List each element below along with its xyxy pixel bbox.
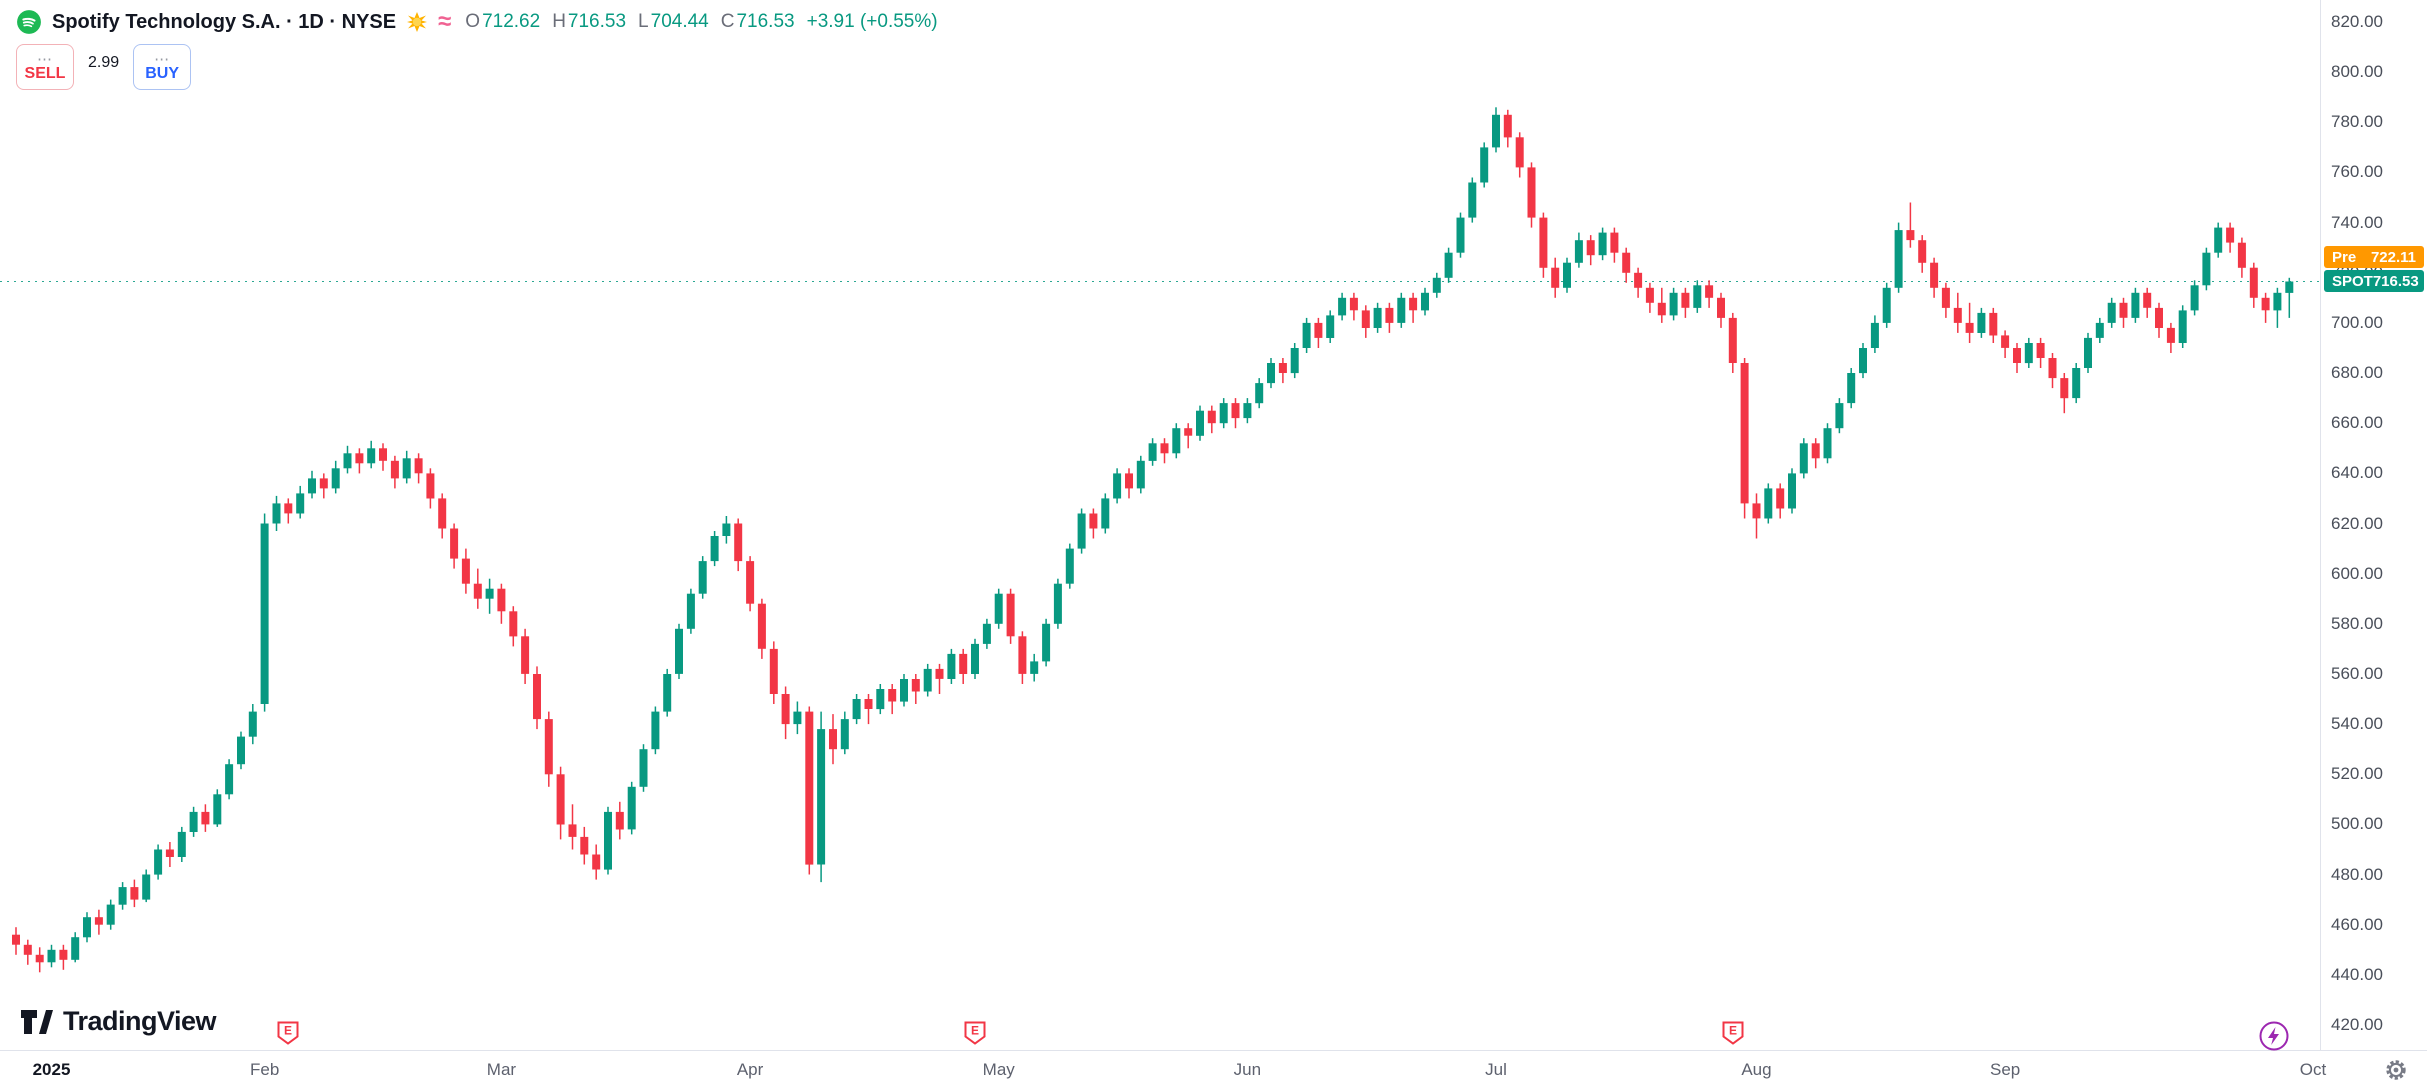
earnings-icon[interactable]: E: [963, 1020, 987, 1046]
sell-button[interactable]: ⋯ SELL: [16, 44, 74, 90]
premarket-price-label: Pre 722.11: [2324, 246, 2424, 269]
spot-tag-value: 716.53: [2372, 272, 2419, 290]
tradingview-logo[interactable]: TradingView: [20, 1006, 217, 1037]
time-axis-label: 2025: [32, 1060, 71, 1079]
price-tick-label: 560.00: [2331, 663, 2383, 683]
earnings-icon[interactable]: E: [1721, 1020, 1745, 1046]
price-tick-label: 780.00: [2331, 112, 2383, 132]
price-tick-label: 620.00: [2331, 513, 2383, 533]
time-axis-label: May: [982, 1060, 1015, 1079]
price-tick-label: 580.00: [2331, 613, 2383, 633]
time-axis-label: Oct: [2299, 1060, 2327, 1079]
ohlc-readout: O 712.62 H 716.53 L 704.44 C 716.53 +3.91 (+…: [465, 11, 937, 33]
ohlc-high-value: 716.53: [567, 11, 627, 32]
price-tick-label: 820.00: [2331, 12, 2383, 31]
ohlc-open-value: 712.62: [482, 11, 541, 32]
trade-panel: ⋯ SELL 2.99 ⋯ BUY: [16, 44, 192, 90]
pre-tag-text: Pre: [2332, 248, 2357, 266]
price-tick-label: 500.00: [2331, 814, 2383, 834]
price-tick-label: 600.00: [2331, 563, 2383, 583]
price-tick-label: 680.00: [2331, 363, 2383, 383]
price-tick-label: 640.00: [2331, 463, 2383, 483]
candlestick-chart[interactable]: [0, 0, 2320, 1050]
last-price-label: SPOT 716.53: [2324, 270, 2424, 293]
time-axis-label: Aug: [1741, 1060, 1772, 1079]
ohlc-close-label: C: [720, 11, 735, 32]
time-axis-label: Apr: [736, 1060, 764, 1079]
pre-tag-value: 722.11: [2370, 248, 2416, 266]
tradingview-mark-icon: [21, 1009, 53, 1034]
svg-text:E: E: [284, 1024, 292, 1038]
ohlc-low-label: L: [638, 11, 649, 32]
spotify-logo-icon: [16, 10, 42, 34]
earnings-icon[interactable]: E: [276, 1020, 300, 1046]
buy-menu-icon[interactable]: ⋯: [154, 50, 171, 68]
price-tick-label: 740.00: [2331, 212, 2383, 232]
settings-gear-icon[interactable]: [2384, 1058, 2408, 1087]
sell-button-label: SELL: [24, 64, 66, 82]
flash-event-icon[interactable]: [2258, 1020, 2290, 1057]
price-tick-label: 520.00: [2331, 764, 2383, 784]
price-tick-label: 700.00: [2331, 312, 2383, 332]
ohlc-low-value: 704.44: [650, 11, 709, 32]
price-tick-label: 760.00: [2331, 162, 2383, 182]
time-axis[interactable]: 2025 Feb Mar Apr May Jun Jul Aug Sep Oct: [0, 1050, 2427, 1090]
waves-badge-icon: ≈: [438, 8, 452, 35]
spot-tag-text: SPOT: [2332, 272, 2373, 290]
sell-menu-icon[interactable]: ⋯: [37, 50, 53, 68]
tradingview-wordmark: TradingView: [63, 1006, 217, 1036]
buy-button-label: BUY: [145, 64, 180, 82]
buy-button[interactable]: ⋯ BUY: [133, 44, 192, 90]
spread-value: 2.99: [88, 54, 120, 71]
time-axis-label: Feb: [249, 1060, 280, 1079]
time-axis-label: Mar: [486, 1060, 517, 1079]
price-tick-label: 460.00: [2331, 914, 2383, 934]
svg-text:E: E: [971, 1024, 979, 1038]
price-tick-label: 420.00: [2331, 1015, 2383, 1034]
ohlc-change-value: +3.91 (+0.55%): [806, 11, 938, 32]
time-axis-label: Sep: [1989, 1060, 2021, 1079]
symbol-title[interactable]: Spotify Technology S.A. · 1D · NYSE: [52, 10, 397, 33]
ohlc-close-value: 716.53: [736, 11, 795, 32]
svg-text:E: E: [1729, 1024, 1737, 1038]
price-tick-label: 540.00: [2331, 714, 2383, 734]
time-axis-label: Jul: [1485, 1060, 1507, 1079]
price-tick-label: 800.00: [2331, 62, 2383, 82]
price-tick-label: 480.00: [2331, 864, 2383, 884]
sun-badge-icon: [406, 10, 428, 34]
time-axis-label: Jun: [1233, 1060, 1262, 1079]
price-tick-label: 660.00: [2331, 413, 2383, 433]
ohlc-high-label: H: [552, 11, 566, 32]
price-tick-label: 440.00: [2331, 964, 2383, 984]
price-axis[interactable]: 820.00800.00780.00760.00740.00720.00700.…: [2320, 0, 2427, 1050]
ohlc-open-label: O: [465, 11, 481, 32]
